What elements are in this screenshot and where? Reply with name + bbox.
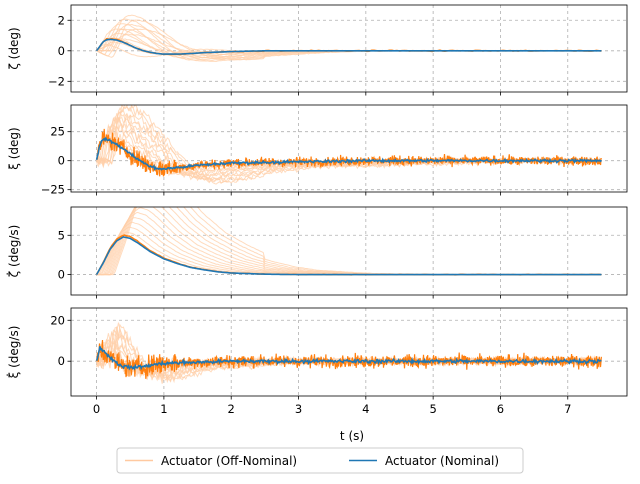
y-axis-label: ζ (deg)	[7, 27, 21, 69]
axes-frame	[70, 4, 628, 93]
x-tick-label: 5	[429, 402, 436, 416]
legend-label-nominal: Actuator (Nominal)	[385, 454, 499, 468]
plot-area	[95, 322, 602, 384]
x-axis-label: t (s)	[340, 429, 364, 443]
x-tick-label: 2	[228, 402, 235, 416]
y-tick-label: 20	[50, 313, 65, 327]
y-axis-label: ξ (deg)	[7, 127, 21, 170]
series-off-nominal-trace	[96, 323, 602, 384]
subplot-2: −25 0 25 ξ (deg)	[7, 104, 628, 197]
axes-frame	[70, 307, 628, 397]
series-off-nominal-main	[95, 234, 602, 276]
series-off-nominal-trace	[96, 236, 602, 276]
series-off-nominal-trace	[96, 221, 602, 276]
y-tick-label: 25	[50, 125, 65, 139]
x-tick-label: 3	[295, 402, 302, 416]
y-tick-label: 0	[58, 44, 65, 58]
y-tick-label: 0	[58, 354, 65, 368]
series-nominal-line	[95, 136, 603, 172]
plot-area	[95, 105, 603, 185]
y-tick-label: −25	[41, 183, 65, 197]
y-tick-label: 0	[58, 268, 65, 282]
subplot-4: 0 20 0 1 2 3 4 5 6 7 ξ̇ (deg/s)	[6, 307, 628, 416]
plot-area	[95, 14, 602, 63]
x-tick-label: 4	[362, 402, 369, 416]
axes-frame	[70, 104, 628, 193]
x-tick-label: 7	[564, 402, 571, 416]
legend-label-off-nominal: Actuator (Off-Nominal)	[161, 454, 297, 468]
series-nominal-line	[95, 346, 602, 371]
legend-box	[116, 447, 524, 474]
x-tick-label: 1	[160, 402, 167, 416]
subplot-1: −2 0 2 ζ (deg)	[7, 4, 628, 96]
y-tick-label: −2	[48, 74, 65, 88]
y-tick-label: 2	[58, 13, 65, 27]
series-off-nominal-trace	[96, 217, 602, 276]
subplot-3: 0 5 ζ̇ (deg/s)	[6, 206, 628, 299]
series-off-nominal-trace	[96, 207, 602, 276]
legend: Actuator (Off-Nominal) Actuator (Nominal…	[116, 447, 524, 474]
y-axis-label: ζ̇ (deg/s)	[6, 225, 21, 278]
series-nominal-line	[95, 38, 602, 55]
axes-frame	[70, 206, 628, 296]
series-off-nominal-trace	[96, 207, 602, 276]
y-tick-label: 5	[58, 228, 65, 242]
series-off-nominal-trace	[96, 207, 602, 276]
series-off-nominal-trace	[96, 226, 602, 276]
x-tick-label: 6	[497, 402, 504, 416]
y-axis-label: ξ̇ (deg/s)	[6, 326, 21, 379]
x-tick-label: 0	[93, 402, 100, 416]
series-off-nominal-trace	[96, 207, 602, 276]
series-off-nominal-trace	[96, 41, 602, 55]
y-tick-label: 0	[58, 154, 65, 168]
series-nominal-line	[95, 236, 602, 276]
plot-area	[95, 207, 602, 276]
